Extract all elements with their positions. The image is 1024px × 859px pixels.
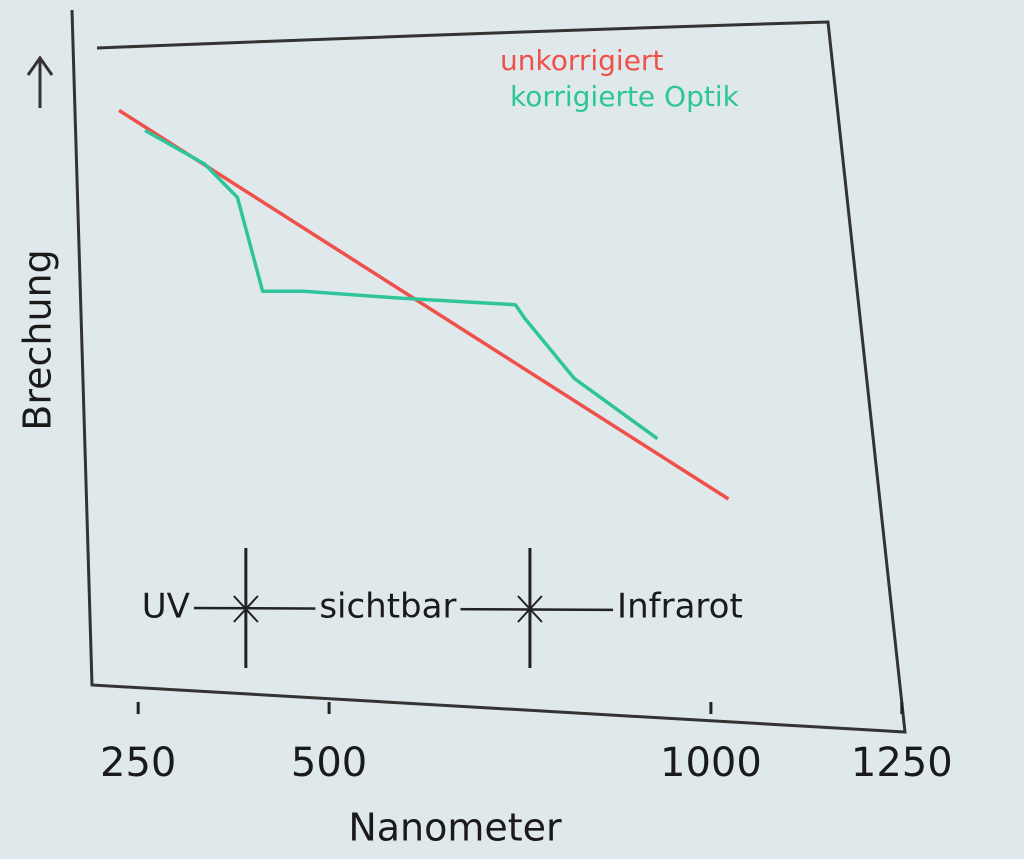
region-label: UV bbox=[142, 587, 190, 627]
region-label: Infrarot bbox=[617, 587, 743, 627]
region-arrow bbox=[517, 595, 543, 623]
x-axis-label: Nanometer bbox=[348, 806, 562, 850]
x-tick-label: 250 bbox=[100, 740, 176, 786]
y-arrow bbox=[26, 55, 54, 108]
series-line bbox=[118, 108, 730, 501]
label-bg bbox=[315, 586, 461, 627]
y-axis-label: Brechung bbox=[16, 249, 60, 431]
label-bg bbox=[137, 586, 194, 627]
x-tick-label: 500 bbox=[291, 740, 367, 786]
legend-entry: unkorrigiert bbox=[500, 44, 663, 77]
region-label: sichtbar bbox=[319, 587, 456, 627]
series-line bbox=[144, 128, 659, 441]
x-tick-label: 1250 bbox=[851, 740, 953, 786]
x-tick-label: 1000 bbox=[660, 740, 762, 786]
frame bbox=[70, 9, 907, 734]
label-bg bbox=[613, 586, 747, 627]
legend-entry: korrigierte Optik bbox=[510, 80, 740, 113]
region-arrow bbox=[233, 595, 259, 623]
